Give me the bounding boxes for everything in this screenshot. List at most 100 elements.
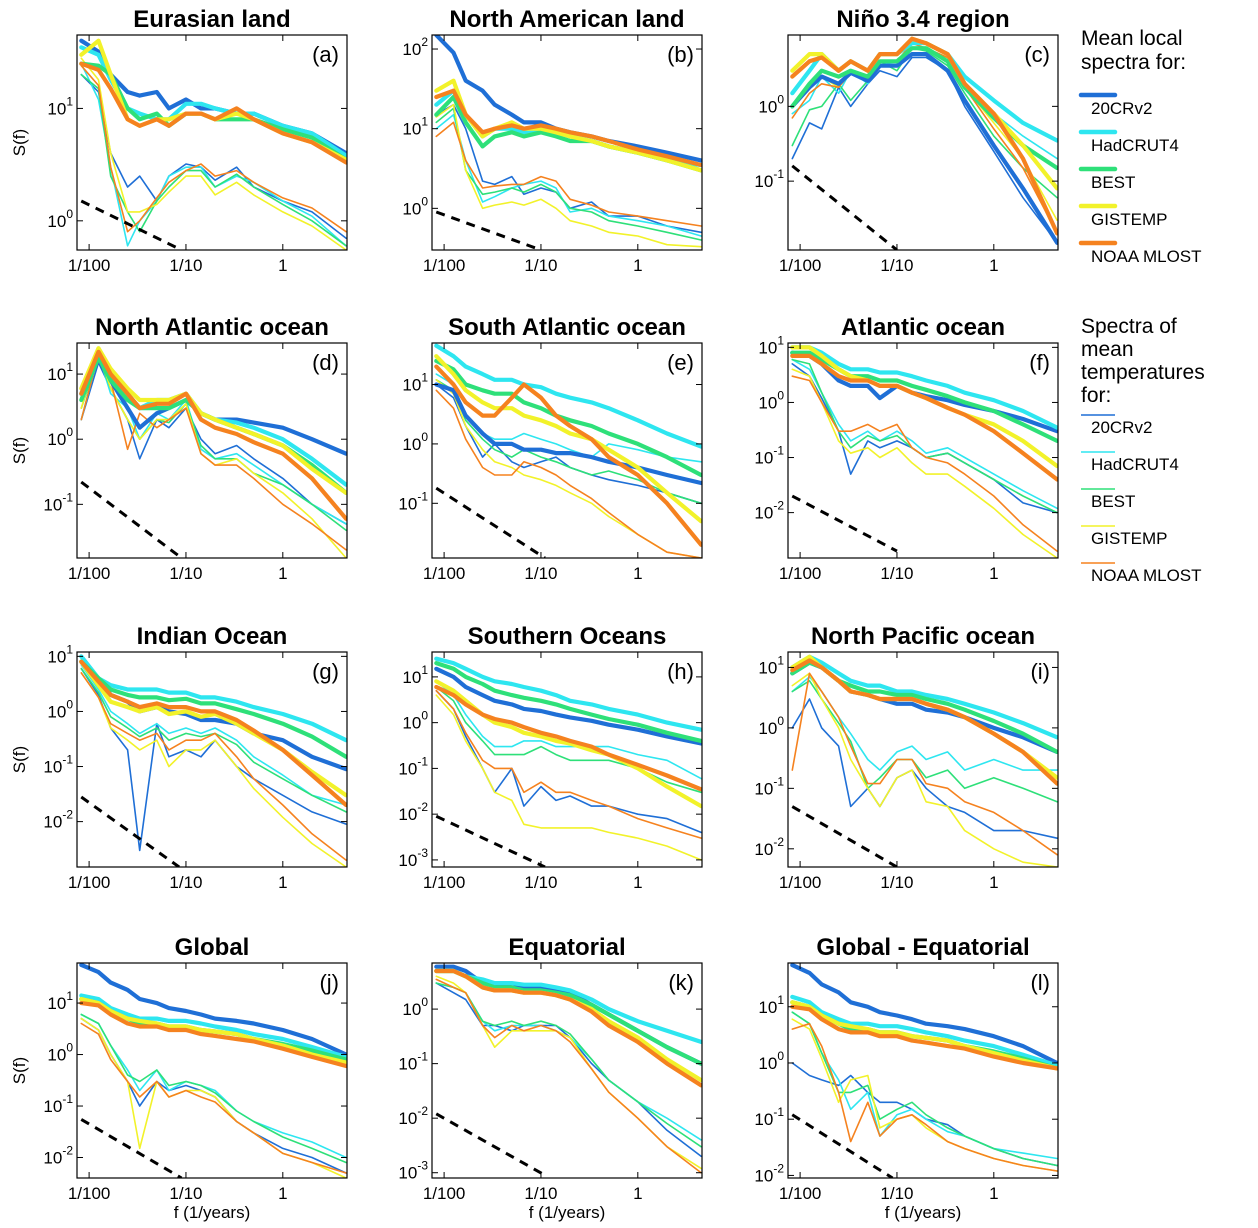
series-line-mean-temperature-gistemp [80,350,347,558]
x-tick-label: 1 [989,564,998,583]
y-tick-label: 101 [402,115,428,139]
axes-box [76,342,348,559]
y-tick-label: 10-2 [754,1161,784,1185]
x-tick-label: 1/10 [169,1184,202,1203]
series-line-mean-temperature-noaa-mlost [791,375,1058,552]
y-tick-label: 10-1 [754,1105,784,1129]
x-tick-label: 1 [633,256,642,275]
x-tick-label: 1 [633,873,642,892]
legend-label: 20CRv2 [1091,418,1152,437]
x-tick-label: 1/100 [68,256,111,275]
y-tick-label: 100 [402,430,428,454]
series-line-mean-temperature-noaa-mlost [80,1022,347,1174]
x-axis-label: f (1/years) [529,1203,606,1222]
series-group [434,964,702,1177]
x-tick-label: 1 [989,256,998,275]
x-tick-label: 1/10 [169,564,202,583]
y-tick-label: 101 [47,642,73,666]
panel-i: North Pacific ocean 1/100 1/10 1 10-2 10-1 100… [754,623,1059,892]
panel-label: (a) [312,42,339,67]
panel-title: North Pacific ocean [811,623,1035,650]
x-tick-label: 1 [989,873,998,892]
series-line-mean-temperature-best [435,378,702,505]
x-tick-label: 1/100 [423,256,466,275]
series-line-mean-local-20crv2 [434,382,702,486]
series-line-mean-local-20crv2 [79,963,347,1057]
series-line-mean-local-noaa-mlost [434,684,702,792]
axes-box [76,651,348,868]
series-line-mean-local-20crv2 [434,666,702,746]
y-tick-label: 10-1 [754,774,784,798]
series-line-mean-local-hadcrut4 [790,654,1058,740]
panel-k: Equatorial 1/100 1/10 1 10-3 10-2 10-1 100 (k) f … [398,934,703,1222]
series-group [79,963,347,1178]
axes-box [431,962,703,1179]
x-tick-label: 1 [989,1184,998,1203]
x-tick-label: 1/100 [779,256,822,275]
legend-heading-mean: temperatures [1081,361,1205,384]
x-tick-label: 1 [633,564,642,583]
series-line-mean-temperature-20crv2 [791,56,1058,244]
series-line-mean-local-hadcrut4 [79,654,347,743]
legend-label: HadCRUT4 [1091,136,1179,155]
x-tick-label: 1/100 [68,1184,111,1203]
x-tick-label: 1/10 [880,1184,913,1203]
legend-label: NOAA MLOST [1091,566,1202,585]
series-line-mean-local-noaa-mlost [434,364,702,547]
y-tick-label: 101 [758,993,784,1017]
panel-d: North Atlantic ocean 1/100 1/10 1 10-1 100 101… [10,314,348,583]
series-group [790,654,1058,867]
y-tick-label: 100 [402,194,428,218]
reference-slope-line [791,805,898,867]
reference-slope-line [435,486,546,558]
series-line-mean-temperature-noaa-mlost [80,353,347,551]
y-tick-label: 102 [402,35,428,59]
series-line-mean-local-hadcrut4 [790,994,1058,1068]
series-line-mean-temperature-noaa-mlost [791,1022,1058,1172]
panel-label: (k) [668,970,694,995]
legend-label: 20CRv2 [1091,99,1152,118]
panel-f: Atlantic ocean 1/100 1/10 1 10-2 10-1 100 101 (f… [754,314,1059,583]
series-line-mean-temperature-hadcrut4 [435,680,702,780]
series-line-mean-local-hadcrut4 [434,343,702,449]
series-line-mean-temperature-noaa-mlost [80,672,347,861]
y-tick-label: 10-1 [43,1092,73,1116]
panel-title: Niño 3.4 region [836,6,1009,33]
y-tick-label: 101 [47,989,73,1013]
axes-box [431,651,703,868]
series-line-mean-temperature-gistemp [435,694,702,861]
series-line-mean-local-hadcrut4 [790,345,1058,430]
series-line-mean-local-noaa-mlost [790,353,1058,482]
series-line-mean-temperature-best [435,107,702,241]
panel-title: Global [175,934,250,961]
x-tick-label: 1/10 [524,256,557,275]
series-line-mean-local-noaa-mlost [79,1000,347,1069]
x-axis-label: f (1/years) [174,1203,251,1222]
panel-b: North American land 1/100 1/10 1 100 101 102 (b… [402,6,703,275]
series-line-mean-local-gistemp [790,1000,1058,1071]
y-tick-label: 10-2 [43,1144,73,1168]
panel-title: Indian Ocean [137,623,288,650]
y-tick-label: 101 [47,94,73,118]
series-line-mean-temperature-20crv2 [80,73,347,239]
y-tick-label: 10-2 [43,808,73,832]
y-tick-label: 10-1 [398,489,428,513]
y-tick-label: 100 [758,714,784,738]
x-tick-label: 1/10 [169,256,202,275]
series-line-mean-temperature-20crv2 [435,383,702,505]
legend-label: NOAA MLOST [1091,247,1202,266]
series-line-mean-temperature-gistemp [80,57,347,250]
y-tick-label: 100 [758,1049,784,1073]
series-line-mean-local-best [434,660,702,744]
y-tick-label: 10-3 [398,846,428,870]
series-group [79,654,347,867]
panel-e: South Atlantic ocean 1/100 1/10 1 10-1 100 101… [398,314,703,583]
y-tick-label: 100 [402,709,428,733]
panel-label: (c) [1024,42,1050,67]
series-line-mean-temperature-hadcrut4 [791,675,1058,771]
panel-j: Global 1/100 1/10 1 10-2 10-1 100 101 (j) S(f) f (… [10,934,348,1222]
series-line-mean-local-gistemp [434,354,702,524]
y-tick-label: 100 [47,207,73,231]
